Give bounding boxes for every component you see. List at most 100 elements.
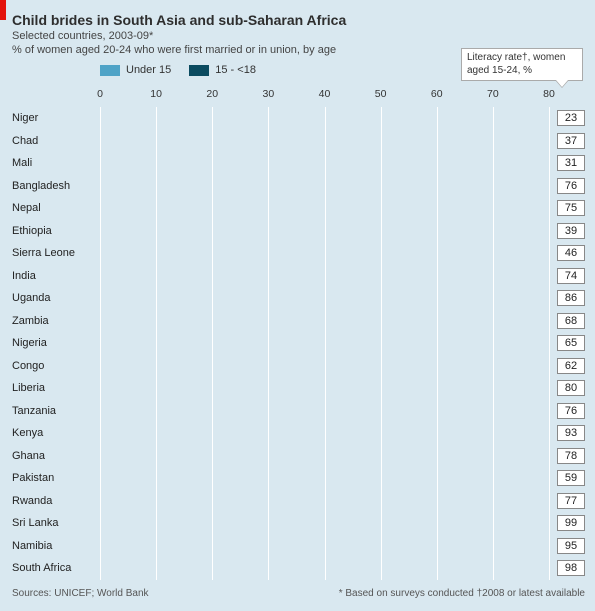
- gridline: [381, 355, 382, 378]
- footnote: * Based on surveys conducted †2008 or la…: [339, 588, 585, 599]
- gridline: [268, 287, 269, 310]
- legend-row: Under 15 15 - <18 Literacy rate†, women …: [12, 64, 585, 76]
- country-label: Tanzania: [12, 405, 100, 417]
- gridline: [156, 490, 157, 513]
- gridline: [493, 152, 494, 175]
- literacy-value: 77: [557, 493, 585, 509]
- country-label: Mali: [12, 157, 100, 169]
- gridline: [100, 242, 101, 265]
- legend-15to18-label: 15 - <18: [215, 64, 256, 76]
- chart-subtitle: Selected countries, 2003-09*: [12, 30, 585, 42]
- gridline: [212, 467, 213, 490]
- bar-row: Namibia 95: [12, 535, 585, 558]
- gridline: [493, 377, 494, 400]
- gridline: [325, 332, 326, 355]
- gridline: [381, 535, 382, 558]
- gridline: [156, 422, 157, 445]
- sources-label: Sources: UNICEF; World Bank: [12, 588, 149, 599]
- gridline: [156, 512, 157, 535]
- gridline: [493, 287, 494, 310]
- bar-row: India 74: [12, 265, 585, 288]
- gridline: [437, 130, 438, 153]
- gridline: [100, 422, 101, 445]
- bar-area: [100, 242, 549, 265]
- gridline: [493, 220, 494, 243]
- axis-row: 01020304050607080: [12, 88, 585, 104]
- gridline: [493, 242, 494, 265]
- gridline: [100, 152, 101, 175]
- gridline: [325, 197, 326, 220]
- gridline: [268, 130, 269, 153]
- legend-items: Under 15 15 - <18: [100, 64, 256, 76]
- gridline: [100, 400, 101, 423]
- gridline: [437, 152, 438, 175]
- gridline: [212, 130, 213, 153]
- gridline: [212, 310, 213, 333]
- gridline: [381, 152, 382, 175]
- gridline: [100, 130, 101, 153]
- gridline: [156, 332, 157, 355]
- gridline: [493, 130, 494, 153]
- gridline: [381, 287, 382, 310]
- gridline: [325, 512, 326, 535]
- literacy-value: 75: [557, 200, 585, 216]
- bar-area: [100, 422, 549, 445]
- gridline: [156, 445, 157, 468]
- gridline: [381, 265, 382, 288]
- gridline: [268, 175, 269, 198]
- gridline: [212, 400, 213, 423]
- gridline: [437, 422, 438, 445]
- gridline: [493, 445, 494, 468]
- gridline: [268, 400, 269, 423]
- gridline: [268, 377, 269, 400]
- gridline: [493, 265, 494, 288]
- bar-area: [100, 490, 549, 513]
- gridline: [549, 197, 550, 220]
- bar-row: Rwanda77: [12, 490, 585, 513]
- gridline: [493, 310, 494, 333]
- literacy-value: 39: [557, 223, 585, 239]
- gridline: [437, 310, 438, 333]
- country-label: India: [12, 270, 100, 282]
- gridline: [212, 175, 213, 198]
- legend-under15-label: Under 15: [126, 64, 171, 76]
- gridline: [212, 242, 213, 265]
- gridline: [268, 557, 269, 580]
- gridline: [325, 265, 326, 288]
- gridline: [549, 355, 550, 378]
- bar-row: Sierra Leone46: [12, 242, 585, 265]
- gridline: [156, 197, 157, 220]
- gridline: [549, 445, 550, 468]
- bar-row: Bangladesh76: [12, 175, 585, 198]
- gridline: [325, 557, 326, 580]
- gridline: [549, 130, 550, 153]
- axis-tick: 30: [263, 88, 275, 100]
- gridline: [381, 220, 382, 243]
- country-label: Namibia: [12, 540, 100, 552]
- bar-area: [100, 467, 549, 490]
- literacy-value: 76: [557, 178, 585, 194]
- gridline: [156, 130, 157, 153]
- gridline: [381, 310, 382, 333]
- gridline: [268, 355, 269, 378]
- gridline: [100, 220, 101, 243]
- gridline: [156, 242, 157, 265]
- gridline: [549, 535, 550, 558]
- country-label: Congo: [12, 360, 100, 372]
- gridline: [381, 197, 382, 220]
- bar-row: Tanzania76: [12, 400, 585, 423]
- chart-title: Child brides in South Asia and sub-Sahar…: [12, 12, 585, 28]
- gridline: [437, 265, 438, 288]
- gridline: [381, 422, 382, 445]
- literacy-value: 74: [557, 268, 585, 284]
- gridline: [325, 107, 326, 130]
- axis-tick: 0: [97, 88, 103, 100]
- country-label: Uganda: [12, 292, 100, 304]
- gridline: [100, 490, 101, 513]
- gridline: [381, 557, 382, 580]
- literacy-value: 59: [557, 470, 585, 486]
- literacy-value: 95: [557, 538, 585, 554]
- bar-area: [100, 130, 549, 153]
- gridline: [212, 445, 213, 468]
- gridline: [212, 422, 213, 445]
